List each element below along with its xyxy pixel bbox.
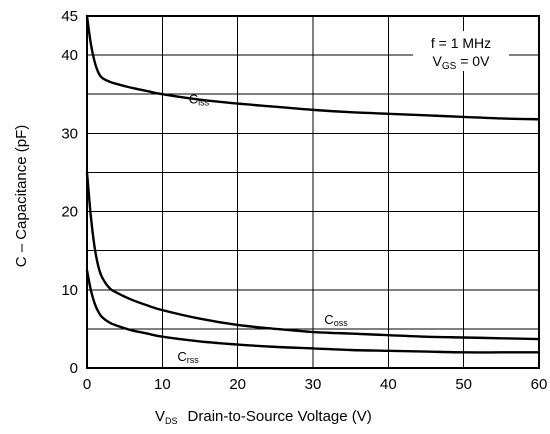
annotation-background	[413, 31, 509, 71]
annotation-vgs-rest: = 0V	[456, 53, 490, 69]
x-tick-label: 20	[229, 376, 246, 393]
y-axis-label: C – Capacitance (pF)	[13, 125, 30, 268]
series-label-coss: Coss	[324, 312, 348, 328]
series-label-sub: iss	[198, 98, 209, 108]
series-label-main: C	[324, 312, 333, 327]
series-label-crss: Crss	[177, 349, 199, 365]
series-label-sub: rss	[187, 355, 199, 365]
y-tick-label: 20	[61, 204, 78, 221]
annotation-gate-voltage: VGS = 0V	[433, 53, 491, 72]
x-tick-label: 40	[380, 376, 397, 393]
x-axis-label-text: Drain-to-Source Voltage (V)	[188, 408, 372, 425]
plot-frame	[86, 15, 540, 369]
annotation-frequency: f = 1 MHz	[431, 35, 491, 51]
y-tick-label: 45	[61, 8, 78, 25]
x-axis-label: VDS Drain-to-Source Voltage (V)	[155, 408, 372, 426]
series-line-ciss	[85, 14, 541, 121]
x-tick-label: 50	[455, 376, 472, 393]
y-tick-label: 10	[61, 282, 78, 299]
annotation-vgs-sub: GS	[442, 61, 457, 72]
data-curves	[85, 14, 541, 354]
annotation-vgs-main: V	[433, 53, 443, 69]
x-tick-label: 10	[154, 376, 171, 393]
x-tick-label: 30	[305, 376, 322, 393]
series-label-main: C	[177, 349, 186, 364]
test-conditions-annotation: f = 1 MHz VGS = 0V	[413, 31, 509, 72]
x-axis-label-prefix: V	[155, 408, 165, 425]
y-tick-label: 40	[61, 47, 78, 64]
series-label-ciss: Ciss	[189, 92, 210, 108]
tick-labels: 0 10 20 30 40 50 60 0 10 20 30 40 45	[61, 8, 547, 393]
series-line-crss	[85, 269, 541, 354]
series-label-main: C	[189, 92, 198, 107]
y-tick-label: 30	[61, 125, 78, 142]
x-tick-label: 60	[531, 376, 548, 393]
x-axis-label-prefix-sub: DS	[165, 416, 178, 426]
series-label-sub: oss	[334, 318, 349, 328]
x-tick-label: 0	[83, 376, 91, 393]
y-tick-label: 0	[70, 360, 78, 377]
series-line-coss	[85, 171, 541, 341]
